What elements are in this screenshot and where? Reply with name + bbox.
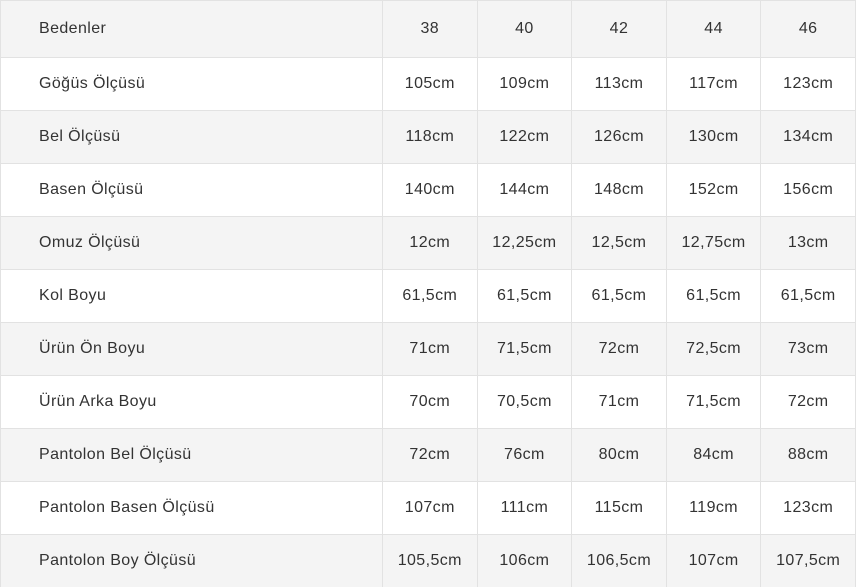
table-row: Pantolon Basen Ölçüsü 107cm 111cm 115cm 119c…	[0, 481, 856, 535]
value-cell: 107,5cm	[760, 534, 856, 587]
value-cell: 119cm	[665, 481, 762, 535]
value-cell: 72cm	[382, 428, 478, 482]
row-label: Göğüs Ölçüsü	[0, 57, 383, 111]
row-label: Pantolon Bel Ölçüsü	[0, 428, 383, 482]
value-cell: 107cm	[665, 534, 762, 587]
value-cell: 12cm	[382, 216, 478, 270]
value-cell: 80cm	[571, 428, 667, 482]
value-cell: 61,5cm	[760, 269, 856, 323]
value-cell: 123cm	[760, 57, 856, 111]
value-cell: 71cm	[571, 375, 667, 429]
value-cell: 12,25cm	[476, 216, 573, 270]
value-cell: 130cm	[665, 110, 762, 164]
value-cell: 61,5cm	[382, 269, 478, 323]
value-cell: 12,75cm	[665, 216, 762, 270]
value-cell: 88cm	[760, 428, 856, 482]
value-cell: 148cm	[571, 163, 667, 217]
value-cell: 118cm	[382, 110, 478, 164]
table-row: Omuz Ölçüsü 12cm 12,25cm 12,5cm 12,75cm 13cm	[0, 216, 856, 270]
value-cell: 61,5cm	[665, 269, 762, 323]
header-size-40: 40	[476, 0, 573, 58]
header-size-46: 46	[760, 0, 856, 58]
value-cell: 70,5cm	[476, 375, 573, 429]
table-row: Pantolon Boy Ölçüsü 105,5cm 106cm 106,5cm 10…	[0, 534, 856, 587]
table-head: Bedenler 38 40 42 44 46	[0, 0, 856, 58]
value-cell: 61,5cm	[571, 269, 667, 323]
value-cell: 156cm	[760, 163, 856, 217]
value-cell: 13cm	[760, 216, 856, 270]
value-cell: 113cm	[571, 57, 667, 111]
value-cell: 111cm	[476, 481, 573, 535]
table-row: Ürün Ön Boyu 71cm 71,5cm 72cm 72,5cm 73cm	[0, 322, 856, 376]
table-row: Göğüs Ölçüsü 105cm 109cm 113cm 117cm 123cm	[0, 57, 856, 111]
value-cell: 84cm	[665, 428, 762, 482]
header-size-38: 38	[382, 0, 478, 58]
header-size-42: 42	[571, 0, 667, 58]
value-cell: 76cm	[476, 428, 573, 482]
value-cell: 144cm	[476, 163, 573, 217]
table-row: Ürün Arka Boyu 70cm 70,5cm 71cm 71,5cm 72cm	[0, 375, 856, 429]
value-cell: 70cm	[382, 375, 478, 429]
value-cell: 71cm	[382, 322, 478, 376]
header-sizes-label: Bedenler	[0, 0, 383, 58]
row-label: Basen Ölçüsü	[0, 163, 383, 217]
table-row: Bel Ölçüsü 118cm 122cm 126cm 130cm 134cm	[0, 110, 856, 164]
header-size-44: 44	[665, 0, 762, 58]
value-cell: 72,5cm	[665, 322, 762, 376]
value-cell: 115cm	[571, 481, 667, 535]
value-cell: 107cm	[382, 481, 478, 535]
table-body: Göğüs Ölçüsü 105cm 109cm 113cm 117cm 123cm Bel…	[0, 57, 856, 587]
value-cell: 122cm	[476, 110, 573, 164]
value-cell: 117cm	[665, 57, 762, 111]
value-cell: 72cm	[571, 322, 667, 376]
row-label: Ürün Arka Boyu	[0, 375, 383, 429]
table-row: Basen Ölçüsü 140cm 144cm 148cm 152cm 156cm	[0, 163, 856, 217]
value-cell: 126cm	[571, 110, 667, 164]
row-label: Omuz Ölçüsü	[0, 216, 383, 270]
table-row: Pantolon Bel Ölçüsü 72cm 76cm 80cm 84cm 88cm	[0, 428, 856, 482]
value-cell: 106,5cm	[571, 534, 667, 587]
value-cell: 12,5cm	[571, 216, 667, 270]
value-cell: 71,5cm	[476, 322, 573, 376]
table-header-row: Bedenler 38 40 42 44 46	[0, 0, 856, 58]
value-cell: 140cm	[382, 163, 478, 217]
row-label: Pantolon Boy Ölçüsü	[0, 534, 383, 587]
value-cell: 105cm	[382, 57, 478, 111]
value-cell: 105,5cm	[382, 534, 478, 587]
value-cell: 72cm	[760, 375, 856, 429]
row-label: Pantolon Basen Ölçüsü	[0, 481, 383, 535]
row-label: Bel Ölçüsü	[0, 110, 383, 164]
value-cell: 134cm	[760, 110, 856, 164]
value-cell: 71,5cm	[665, 375, 762, 429]
value-cell: 109cm	[476, 57, 573, 111]
value-cell: 123cm	[760, 481, 856, 535]
row-label: Ürün Ön Boyu	[0, 322, 383, 376]
table-row: Kol Boyu 61,5cm 61,5cm 61,5cm 61,5cm 61,5cm	[0, 269, 856, 323]
value-cell: 61,5cm	[476, 269, 573, 323]
value-cell: 73cm	[760, 322, 856, 376]
value-cell: 106cm	[476, 534, 573, 587]
value-cell: 152cm	[665, 163, 762, 217]
row-label: Kol Boyu	[0, 269, 383, 323]
